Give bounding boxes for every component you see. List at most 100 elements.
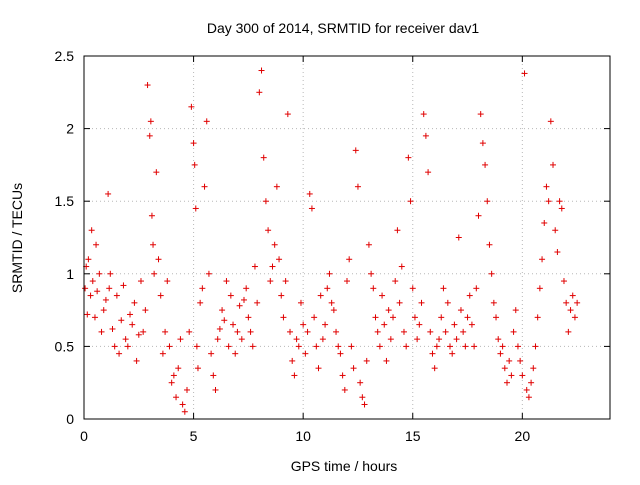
x-tick-label: 10 <box>295 428 311 444</box>
data-point <box>300 321 307 328</box>
data-point <box>223 278 230 285</box>
data-point <box>571 314 578 321</box>
data-point <box>212 386 219 393</box>
data-point <box>280 314 287 321</box>
data-point <box>381 321 388 328</box>
data-point <box>197 299 204 306</box>
data-point <box>262 198 269 205</box>
data-point <box>133 357 140 364</box>
data-point <box>468 321 475 328</box>
data-point <box>113 292 120 299</box>
data-point <box>396 299 403 306</box>
data-point <box>88 227 95 234</box>
data-point <box>251 263 258 270</box>
data-point <box>109 325 116 332</box>
data-point <box>100 307 107 314</box>
data-point <box>214 336 221 343</box>
data-point <box>291 372 298 379</box>
data-point <box>236 302 243 309</box>
data-point <box>565 328 572 335</box>
data-point <box>82 285 89 292</box>
data-point <box>297 299 304 306</box>
data-point <box>98 328 105 335</box>
data-point <box>159 350 166 357</box>
data-point <box>240 296 247 303</box>
data-point <box>179 401 186 408</box>
data-point <box>91 314 98 321</box>
data-point <box>208 350 215 357</box>
data-point <box>521 70 528 77</box>
data-point <box>344 278 350 285</box>
data-point <box>311 314 318 321</box>
data-point <box>276 256 283 263</box>
y-axis-label: SRMTID / TECUs <box>9 183 25 293</box>
data-point <box>545 198 552 205</box>
data-point <box>249 343 256 350</box>
data-point <box>363 357 370 364</box>
data-point <box>122 336 129 343</box>
data-point <box>376 343 383 350</box>
data-point <box>558 205 565 212</box>
data-point <box>289 357 296 364</box>
y-tick-label: 1 <box>66 266 74 282</box>
x-tick-label: 5 <box>190 428 198 444</box>
data-point <box>403 343 410 350</box>
data-point <box>116 350 123 357</box>
data-point <box>482 161 489 168</box>
x-axis-label: GPS time / hours <box>291 458 398 474</box>
data-point <box>447 343 454 350</box>
x-tick-label: 0 <box>80 428 88 444</box>
data-point <box>170 372 177 379</box>
data-point <box>407 198 414 205</box>
data-point <box>330 307 337 314</box>
data-point <box>493 314 500 321</box>
data-point <box>287 328 294 335</box>
data-point <box>449 350 456 357</box>
data-point <box>560 278 567 285</box>
data-point <box>352 147 359 154</box>
data-point <box>306 190 313 197</box>
data-point <box>569 292 576 299</box>
data-point <box>341 386 348 393</box>
data-point <box>385 307 392 314</box>
data-point <box>322 321 329 328</box>
data-point <box>475 212 482 219</box>
data-point <box>539 256 546 263</box>
data-point <box>284 111 291 118</box>
data-point <box>87 292 94 299</box>
data-point <box>510 328 517 335</box>
data-point <box>175 365 182 372</box>
data-point <box>519 372 526 379</box>
data-point <box>94 288 101 295</box>
data-point <box>337 350 344 357</box>
data-point <box>431 365 438 372</box>
data-point <box>541 219 548 226</box>
data-point <box>567 307 574 314</box>
data-point <box>425 169 432 176</box>
data-point <box>85 256 92 263</box>
data-point <box>107 270 114 277</box>
data-point <box>464 314 471 321</box>
data-point <box>120 282 127 289</box>
data-point <box>379 292 386 299</box>
data-point <box>201 183 208 190</box>
data-point <box>221 317 228 324</box>
x-tick-label: 20 <box>515 428 531 444</box>
chart-title: Day 300 of 2014, SRMTID for receiver dav… <box>207 20 480 36</box>
data-point <box>173 394 180 401</box>
data-point <box>372 314 379 321</box>
data-point <box>532 343 539 350</box>
data-point <box>400 328 407 335</box>
data-point <box>227 292 234 299</box>
data-point <box>293 336 300 343</box>
data-point <box>416 321 423 328</box>
data-point <box>574 299 581 306</box>
data-point <box>554 249 561 256</box>
data-point <box>142 307 149 314</box>
data-point <box>398 263 405 270</box>
data-point <box>203 118 210 125</box>
data-point <box>563 299 570 306</box>
data-point <box>302 350 309 357</box>
data-point <box>265 227 272 234</box>
data-point <box>409 285 416 292</box>
